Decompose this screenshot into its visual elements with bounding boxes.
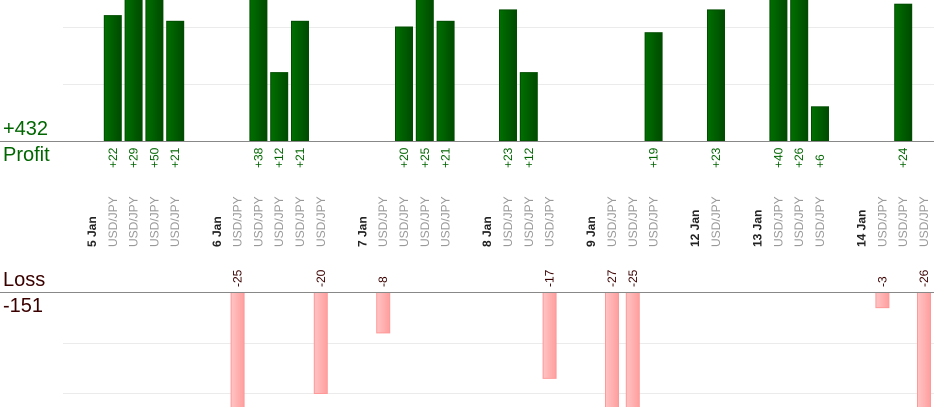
symbol-label: USD/JPY	[439, 196, 453, 247]
profit-label: Profit	[3, 144, 50, 166]
profit-value-label: +25	[418, 147, 432, 168]
date-label: 6 Jan	[210, 216, 224, 247]
profit-bar[interactable]	[124, 0, 143, 141]
date-label: 14 Jan	[855, 210, 869, 247]
profit-value-label: +26	[792, 147, 806, 168]
profit-bar[interactable]	[103, 15, 122, 141]
loss-label: Loss	[3, 269, 46, 291]
profit-value-label: +21	[439, 147, 453, 168]
profit-value-label: +24	[896, 147, 910, 168]
symbol-label: USD/JPY	[896, 196, 910, 247]
profit-value-label: +12	[272, 147, 286, 168]
symbol-label: USD/JPY	[771, 196, 785, 247]
loss-bar[interactable]	[875, 292, 890, 309]
profit-value-label: +23	[709, 147, 723, 168]
loss-bar[interactable]	[917, 292, 931, 420]
symbol-label: USD/JPY	[106, 196, 120, 247]
symbol-label: USD/JPY	[127, 196, 141, 247]
profit-total: +432	[3, 118, 49, 140]
date-label: 9 Jan	[584, 216, 598, 247]
symbol-label: USD/JPY	[231, 196, 245, 247]
loss-value-label: -25	[231, 269, 245, 287]
symbol-label: USD/JPY	[168, 196, 182, 247]
loss-value-label: -27	[605, 269, 619, 287]
symbol-label: USD/JPY	[418, 196, 432, 247]
symbol-label: USD/JPY	[293, 196, 307, 247]
profit-bar[interactable]	[166, 20, 185, 141]
profit-bar[interactable]	[707, 9, 725, 141]
profit-bar[interactable]	[436, 20, 455, 141]
profit-bar[interactable]	[790, 0, 809, 141]
loss-value-label: -20	[314, 269, 328, 287]
profit-bar[interactable]	[415, 0, 434, 141]
profit-bar[interactable]	[249, 0, 268, 141]
profit-bars	[103, 0, 913, 141]
profit-bar[interactable]	[291, 20, 309, 141]
symbol-label: USD/JPY	[813, 196, 827, 247]
profit-value-label: +22	[106, 147, 120, 168]
symbol-label: USD/JPY	[626, 196, 640, 247]
loss-total: -151	[3, 295, 44, 317]
profit-bar[interactable]	[270, 72, 289, 141]
loss-bar[interactable]	[542, 292, 557, 379]
profit-value-label: +38	[251, 147, 265, 168]
symbol-label: USD/JPY	[501, 196, 515, 247]
symbol-label: USD/JPY	[376, 196, 390, 247]
symbol-label: USD/JPY	[792, 196, 806, 247]
date-label: 7 Jan	[355, 216, 369, 247]
profit-bar[interactable]	[145, 0, 164, 141]
profit-value-label: +23	[501, 147, 515, 168]
profit-value-label: +21	[168, 147, 182, 168]
profit-value-label: +50	[147, 147, 161, 168]
loss-bar[interactable]	[230, 292, 245, 419]
loss-bars	[230, 292, 931, 420]
symbol-label: USD/JPY	[917, 196, 931, 247]
profit-bar[interactable]	[644, 32, 663, 141]
symbol-label: USD/JPY	[522, 196, 536, 247]
profit-value-label: +29	[127, 147, 141, 168]
profit-value-label: +19	[647, 147, 661, 168]
profit-bar[interactable]	[499, 9, 517, 141]
loss-value-label: -3	[875, 276, 889, 287]
loss-value-label: -8	[376, 276, 390, 287]
profit-value-label: +6	[813, 154, 827, 168]
date-label: 8 Jan	[480, 216, 494, 247]
profit-value-label: +40	[771, 147, 785, 168]
symbol-label: USD/JPY	[314, 196, 328, 247]
symbol-label: USD/JPY	[605, 196, 619, 247]
symbol-label: USD/JPY	[709, 196, 723, 247]
loss-value-label: -26	[917, 269, 931, 287]
date-label: 5 Jan	[85, 216, 99, 247]
symbol-label: USD/JPY	[397, 196, 411, 247]
symbol-label: USD/JPY	[875, 196, 889, 247]
profit-bar[interactable]	[894, 3, 913, 141]
loss-value-label: -25	[626, 269, 640, 287]
loss-bar[interactable]	[313, 292, 328, 394]
gridlines	[63, 27, 934, 394]
loss-value-label: -17	[543, 269, 557, 287]
labels: 5 Jan USD/JPY +22 USD/JPY +29 USD/JPY +50 USD/J…	[85, 147, 931, 287]
loss-bar[interactable]	[625, 292, 640, 419]
profit-bar[interactable]	[395, 26, 413, 141]
date-label: 12 Jan	[688, 210, 702, 247]
symbol-label: USD/JPY	[147, 196, 161, 247]
profit-value-label: +12	[522, 147, 536, 168]
symbol-label: USD/JPY	[251, 196, 265, 247]
loss-bar[interactable]	[605, 292, 619, 420]
date-label: 13 Jan	[751, 210, 765, 247]
profit-value-label: +21	[293, 147, 307, 168]
loss-bar[interactable]	[376, 292, 391, 334]
profit-value-label: +20	[397, 147, 411, 168]
profit-bar[interactable]	[519, 72, 538, 141]
profit-bar[interactable]	[811, 106, 829, 141]
symbol-label: USD/JPY	[647, 196, 661, 247]
symbol-label: USD/JPY	[543, 196, 557, 247]
profit-bar[interactable]	[769, 0, 788, 141]
symbol-label: USD/JPY	[272, 196, 286, 247]
